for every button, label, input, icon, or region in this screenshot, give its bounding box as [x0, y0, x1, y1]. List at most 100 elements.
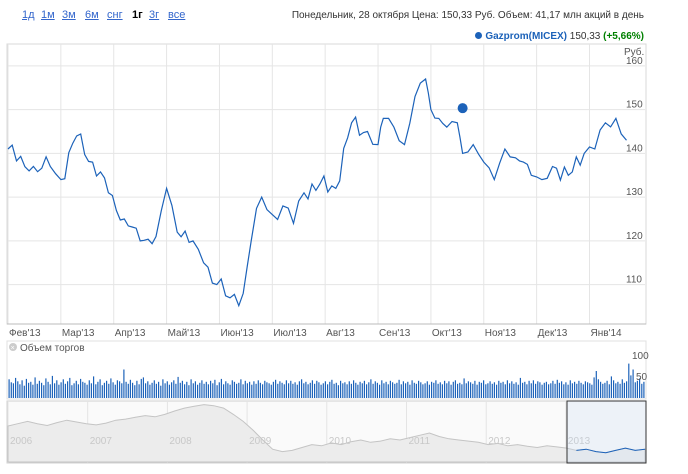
volume-bar [543, 382, 545, 398]
volume-bar [357, 384, 359, 398]
x-tick-label: Апр'13 [115, 328, 146, 339]
volume-bar [199, 382, 201, 398]
volume-bar [615, 383, 617, 398]
volume-bar [58, 384, 60, 398]
volume-bar [60, 382, 62, 398]
volume-bar [147, 381, 149, 398]
volume-bar [643, 381, 645, 398]
volume-bar [101, 385, 103, 398]
volume-bar [461, 384, 463, 398]
range-button-1y[interactable]: 1г [132, 9, 143, 21]
volume-bar [25, 378, 27, 398]
navigator-area [7, 404, 646, 463]
volume-bar [517, 384, 519, 398]
volume-bar [623, 382, 625, 398]
volume-bar [97, 381, 99, 398]
volume-bar [526, 384, 528, 398]
volume-bar [225, 381, 227, 398]
price-line[interactable] [7, 77, 627, 308]
volume-bar [86, 384, 88, 398]
volume-bar [558, 382, 560, 398]
volume-bar [374, 381, 376, 398]
volume-bar [303, 383, 305, 398]
info-text: Понедельник, 28 октября Цена: 150,33 Руб… [291, 10, 644, 21]
volume-bar [201, 380, 203, 398]
range-button-ytd[interactable]: снг [107, 9, 123, 21]
volume-bar [227, 383, 229, 398]
volume-bar [121, 383, 123, 398]
volume-bar [452, 381, 454, 398]
volume-bar [171, 382, 173, 398]
volume-bar [359, 381, 361, 398]
volume-bar [496, 384, 498, 398]
volume-bar [595, 371, 597, 398]
volume-bar [266, 382, 268, 398]
volume-bar [589, 383, 591, 398]
volume-bar [437, 383, 439, 398]
volume-bar [151, 382, 153, 398]
volume-bar [77, 384, 79, 398]
range-button-1d[interactable]: 1д [22, 9, 35, 21]
volume-bar [294, 382, 296, 398]
range-button-3m[interactable]: 3м [62, 9, 76, 21]
volume-bar [619, 383, 621, 398]
volume-bar [409, 384, 411, 398]
volume-bar [610, 376, 612, 398]
volume-bar [119, 381, 121, 398]
current-point-marker[interactable] [457, 103, 468, 114]
volume-bar [597, 379, 599, 398]
volume-bar [168, 384, 170, 398]
volume-bar [632, 369, 634, 398]
volume-bar [99, 379, 101, 398]
volume-bar [515, 382, 517, 398]
volume-bar [73, 383, 75, 398]
volume-bar [504, 384, 506, 398]
volume-bar [134, 385, 136, 398]
volume-bar [149, 384, 151, 398]
volume-bar [465, 383, 467, 398]
volume-bar [19, 384, 21, 398]
volume-bar [288, 383, 290, 398]
volume-bar [535, 383, 537, 398]
volume-bar [95, 384, 97, 398]
volume-bar [229, 384, 231, 398]
volume-bar [136, 380, 138, 398]
x-tick-label: Сен'13 [379, 328, 411, 339]
volume-bar [394, 383, 396, 398]
volume-bar [561, 381, 563, 398]
close-circle-icon[interactable] [9, 343, 17, 351]
volume-bar [363, 380, 365, 398]
range-button-6m[interactable]: 6м [85, 9, 99, 21]
volume-bar [574, 381, 576, 398]
volume-bar [173, 380, 175, 398]
volume-bar [233, 381, 235, 398]
volume-bar [578, 380, 580, 398]
volume-bar [270, 384, 272, 398]
volume-bar [309, 382, 311, 398]
range-button-all[interactable]: все [168, 9, 186, 21]
navigator-year-label: 2012 [488, 436, 511, 447]
y-tick-label: 150 [626, 100, 643, 111]
volume-bar [257, 380, 259, 398]
volume-toggle[interactable]: × Объем торгов [9, 342, 85, 354]
volume-bar [576, 383, 578, 398]
legend-series-name[interactable]: Gazprom(MICEX) [485, 31, 567, 42]
volume-bar [212, 383, 214, 398]
navigator-selection[interactable] [566, 400, 647, 464]
range-button-1m[interactable]: 1м [41, 9, 55, 21]
volume-bar [90, 383, 92, 398]
volume-bar [181, 380, 183, 398]
volume-bar [34, 377, 36, 398]
volume-bar [407, 381, 409, 398]
y-tick-label: 160 [626, 56, 643, 67]
volume-bar [457, 383, 459, 398]
navigator-year-label: 2009 [249, 436, 272, 447]
volume-bar [10, 382, 12, 398]
volume-bar [132, 382, 134, 398]
range-button-3y[interactable]: 3г [149, 9, 160, 21]
volume-bar [56, 380, 58, 398]
volume-bar [30, 381, 32, 398]
volume-bar [381, 380, 383, 398]
volume-bar [80, 378, 82, 398]
